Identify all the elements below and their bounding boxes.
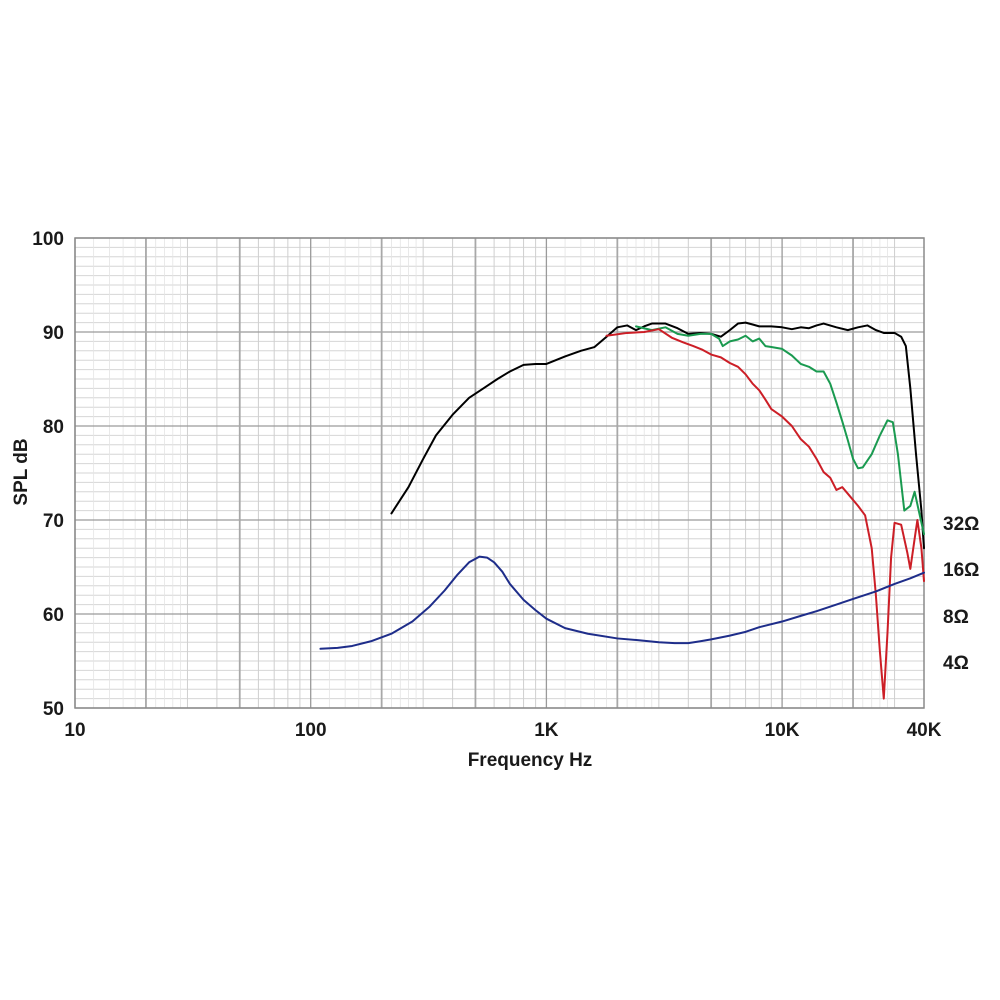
x-tick-label: 10K	[765, 720, 800, 741]
x-axis-title: Frequency Hz	[468, 750, 593, 771]
series-line-1	[390, 321, 925, 550]
x-tick-labels: 10 100 1K 10K 40K	[64, 720, 941, 741]
series-line-3	[605, 328, 925, 700]
impedance-labels: 32Ω 16Ω 8Ω 4Ω	[943, 514, 979, 674]
y-tick-label: 70	[43, 511, 64, 532]
impedance-label: 32Ω	[943, 514, 979, 535]
y-tick-label: 50	[43, 699, 64, 720]
series-line-4	[319, 555, 925, 650]
y-tick-label: 90	[43, 323, 64, 344]
x-tick-label: 40K	[907, 720, 942, 741]
y-tick-label: 100	[32, 229, 64, 250]
impedance-label: 16Ω	[943, 560, 979, 581]
y-tick-label: 80	[43, 417, 64, 438]
plot-frame	[74, 237, 925, 709]
impedance-label: 4Ω	[943, 653, 969, 674]
series-line-2	[635, 325, 925, 536]
x-tick-label: 1K	[534, 720, 559, 741]
impedance-label: 8Ω	[943, 607, 969, 628]
y-tick-labels: 50 60 70 80 90 100	[32, 229, 64, 720]
y-tick-label: 60	[43, 605, 64, 626]
series-layer	[319, 321, 925, 700]
x-tick-label: 10	[64, 720, 85, 741]
x-tick-label: 100	[295, 720, 327, 741]
y-axis-title: SPL dB	[11, 438, 32, 505]
